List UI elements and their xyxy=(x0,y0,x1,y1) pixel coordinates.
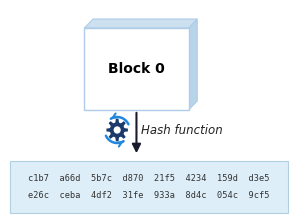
Polygon shape xyxy=(106,128,111,132)
Circle shape xyxy=(111,123,124,137)
Text: Block 0: Block 0 xyxy=(108,62,165,76)
Polygon shape xyxy=(121,134,126,139)
Polygon shape xyxy=(115,137,119,141)
Text: c1b7  a66d  5b7c  d870  21f5  4234  159d  d3e5: c1b7 a66d 5b7c d870 21f5 4234 159d d3e5 xyxy=(28,174,270,182)
Text: e26c  ceba  4df2  31fe  933a  8d4c  054c  9cf5: e26c ceba 4df2 31fe 933a 8d4c 054c 9cf5 xyxy=(28,191,270,199)
Polygon shape xyxy=(121,121,126,126)
Polygon shape xyxy=(108,134,114,139)
Circle shape xyxy=(114,127,120,133)
Polygon shape xyxy=(108,121,114,126)
Polygon shape xyxy=(115,119,119,123)
Polygon shape xyxy=(124,128,128,132)
Polygon shape xyxy=(189,19,197,110)
Polygon shape xyxy=(84,19,197,28)
Text: Hash function: Hash function xyxy=(141,124,223,136)
FancyBboxPatch shape xyxy=(84,28,189,110)
FancyBboxPatch shape xyxy=(10,161,288,213)
